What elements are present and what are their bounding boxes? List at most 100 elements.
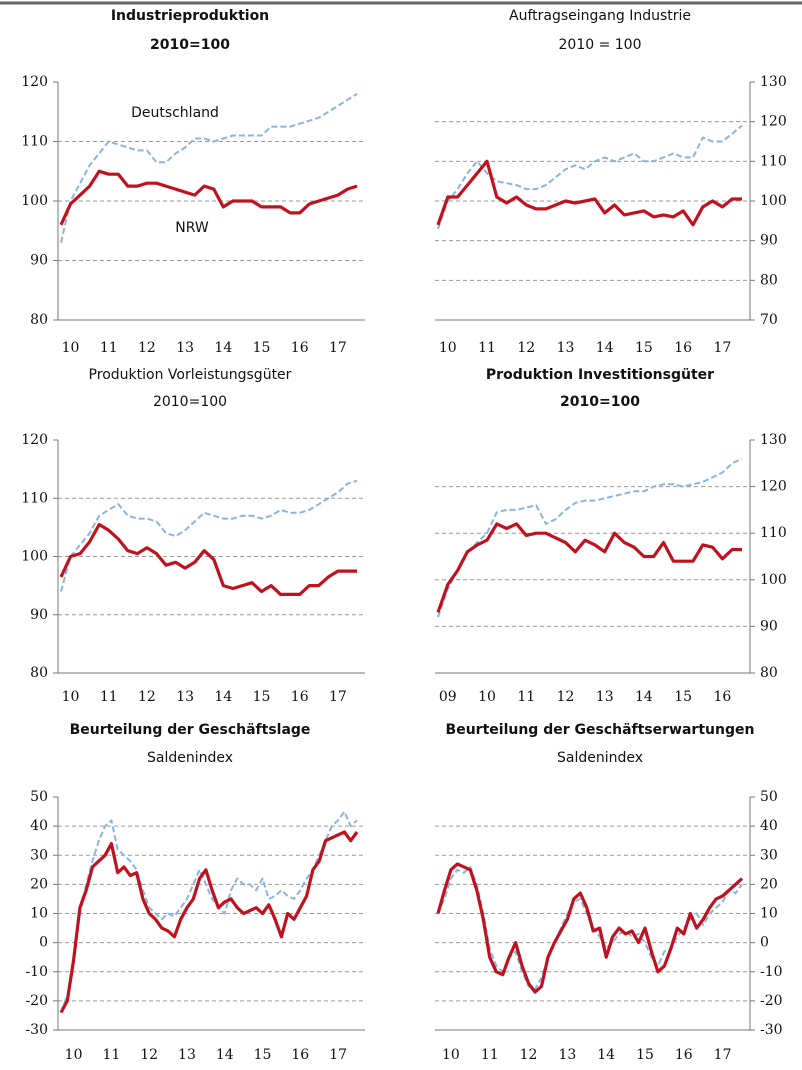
y-tick-label: 50 — [30, 789, 48, 805]
y-tick-label: 0 — [760, 935, 769, 951]
chart-subtitle: 2010=100 — [150, 37, 230, 53]
y-tick-label: 80 — [30, 665, 48, 681]
y-tick-label: 40 — [30, 818, 48, 834]
x-tick-label: 11 — [100, 689, 118, 705]
x-tick-label: 10 — [65, 1047, 83, 1063]
x-tick-label: 17 — [713, 340, 731, 356]
y-tick-label: 40 — [760, 818, 778, 834]
y-tick-label: 70 — [760, 312, 778, 328]
y-tick-label: -20 — [25, 993, 48, 1009]
y-tick-label: 20 — [760, 876, 778, 892]
y-tick-label: 10 — [760, 906, 778, 922]
y-tick-label: 90 — [30, 253, 48, 269]
y-tick-label: 100 — [21, 193, 48, 209]
dashed-line — [60, 93, 358, 243]
solid-line — [59, 830, 359, 1014]
x-tick-label: 16 — [291, 1047, 309, 1063]
y-tick-label: 50 — [760, 789, 778, 805]
x-tick-label: 13 — [178, 1047, 196, 1063]
x-tick-label: 14 — [214, 689, 232, 705]
x-tick-label: 14 — [635, 689, 653, 705]
y-tick-label: 110 — [760, 153, 787, 169]
y-tick-label: -30 — [25, 1022, 48, 1038]
y-tick-label: 120 — [760, 479, 787, 495]
y-tick-label: 110 — [760, 525, 787, 541]
x-tick-label: 15 — [635, 340, 653, 356]
chart-title: Produktion Vorleistungsgüter — [89, 367, 292, 383]
chart-title: Beurteilung der Geschäftslage — [70, 722, 311, 738]
y-tick-label: 0 — [39, 935, 48, 951]
chart-title: Beurteilung der Geschäftserwartungen — [446, 722, 755, 738]
chart-subtitle: 2010=100 — [560, 394, 640, 410]
y-tick-label: 30 — [30, 847, 48, 863]
x-tick-label: 13 — [557, 340, 575, 356]
x-tick-label: 11 — [102, 1047, 120, 1063]
x-tick-label: 14 — [214, 340, 232, 356]
y-tick-label: 80 — [760, 665, 778, 681]
y-tick-label: 100 — [760, 193, 787, 209]
x-tick-label: 11 — [481, 1047, 499, 1063]
x-tick-label: 11 — [517, 689, 535, 705]
y-tick-label: 110 — [21, 134, 48, 150]
dashed-line — [437, 457, 743, 618]
solid-line — [436, 522, 742, 613]
x-tick-label: 10 — [478, 689, 496, 705]
x-tick-label: 15 — [254, 1047, 272, 1063]
dashed-line — [60, 479, 358, 592]
chart-title: Produktion Investitionsgüter — [486, 367, 714, 383]
chart-title: Industrieproduktion — [111, 8, 269, 24]
x-tick-label: 16 — [291, 340, 309, 356]
solid-line — [436, 159, 742, 227]
x-tick-label: 11 — [478, 340, 496, 356]
x-tick-label: 14 — [596, 340, 614, 356]
x-tick-label: 17 — [329, 689, 347, 705]
x-tick-label: 14 — [216, 1047, 234, 1063]
dashed-line — [437, 124, 743, 230]
y-tick-label: 10 — [30, 906, 48, 922]
y-tick-label: 130 — [760, 74, 787, 90]
x-tick-label: 15 — [253, 689, 271, 705]
y-tick-label: -10 — [760, 964, 783, 980]
series-label: NRW — [175, 220, 209, 236]
x-tick-label: 15 — [253, 340, 271, 356]
x-tick-label: 10 — [62, 340, 80, 356]
solid-line — [59, 169, 358, 226]
x-tick-label: 10 — [442, 1047, 460, 1063]
x-tick-label: 15 — [674, 689, 692, 705]
y-tick-label: 100 — [21, 549, 48, 565]
x-tick-label: 12 — [138, 340, 156, 356]
chart-subtitle: Saldenindex — [147, 750, 233, 766]
chart-subtitle: 2010 = 100 — [559, 37, 642, 53]
y-tick-label: 110 — [21, 490, 48, 506]
y-tick-label: 130 — [760, 432, 787, 448]
x-tick-label: 09 — [439, 689, 457, 705]
chart-subtitle: 2010=100 — [153, 394, 227, 410]
chart-subtitle: Saldenindex — [557, 750, 643, 766]
y-tick-label: 20 — [30, 876, 48, 892]
y-tick-label: 90 — [30, 607, 48, 623]
x-tick-label: 16 — [713, 689, 731, 705]
x-tick-label: 12 — [138, 689, 156, 705]
x-tick-label: 10 — [62, 689, 80, 705]
x-tick-label: 13 — [596, 689, 614, 705]
x-tick-label: 13 — [558, 1047, 576, 1063]
y-tick-label: -10 — [25, 964, 48, 980]
y-tick-label: 120 — [760, 114, 787, 130]
x-tick-label: 11 — [100, 340, 118, 356]
x-tick-label: 13 — [176, 340, 194, 356]
solid-line — [436, 862, 744, 994]
y-tick-label: 90 — [760, 618, 778, 634]
y-tick-label: 80 — [30, 312, 48, 328]
x-tick-label: 12 — [557, 689, 575, 705]
y-tick-label: -30 — [760, 1022, 783, 1038]
y-tick-label: 80 — [760, 272, 778, 288]
x-tick-label: 10 — [439, 340, 457, 356]
y-tick-label: 30 — [760, 847, 778, 863]
x-tick-label: 16 — [674, 340, 692, 356]
x-tick-label: 12 — [140, 1047, 158, 1063]
x-tick-label: 17 — [714, 1047, 732, 1063]
series-label: Deutschland — [131, 105, 219, 121]
y-tick-label: 100 — [760, 572, 787, 588]
